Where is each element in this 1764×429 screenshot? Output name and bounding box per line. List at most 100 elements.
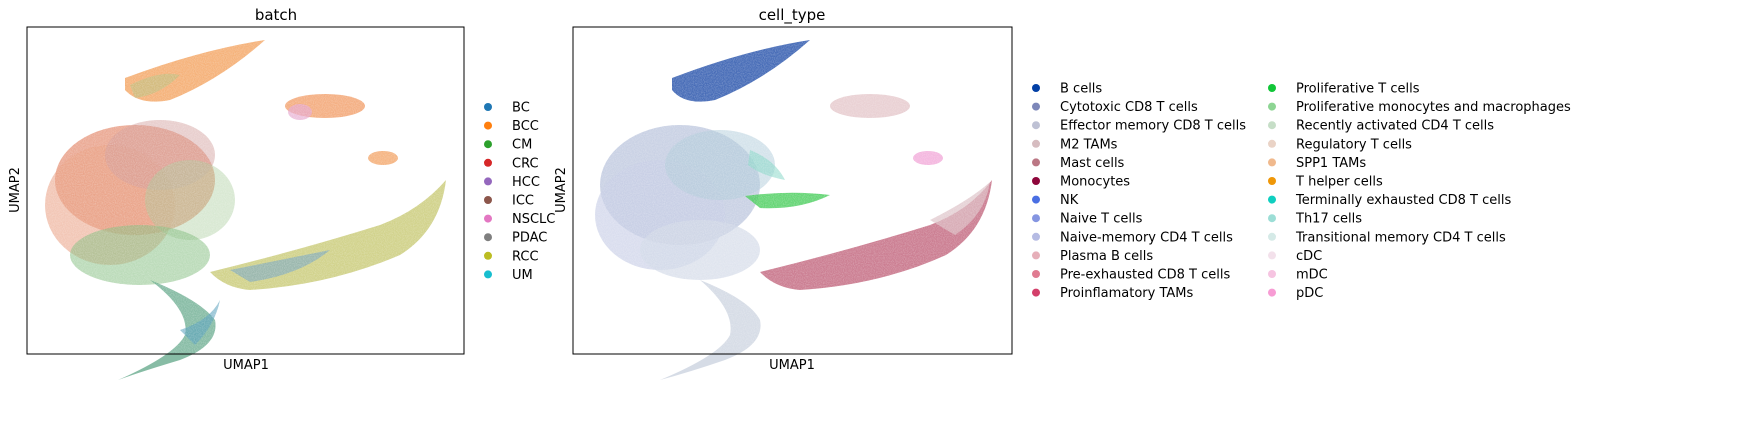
- legend-item: NSCLC: [484, 212, 555, 227]
- legend-item: SPP1 TAMs: [1268, 156, 1366, 171]
- legend-label: Proliferative T cells: [1296, 82, 1420, 97]
- legend-item: Terminally exhausted CD8 T cells: [1268, 193, 1511, 208]
- legend-label: Th17 cells: [1295, 212, 1362, 227]
- legend-item: Cytotoxic CD8 T cells: [1032, 100, 1198, 115]
- legend-marker: [484, 270, 492, 279]
- legend-marker: [1268, 214, 1276, 223]
- legend-label: CRC: [512, 156, 539, 171]
- legend-item: mDC: [1268, 268, 1328, 283]
- legend-marker: [1032, 102, 1040, 111]
- legend-item: pDC: [1268, 286, 1323, 301]
- legend-label: UM: [512, 268, 533, 283]
- legend-item: Pre-exhausted CD8 T cells: [1032, 268, 1230, 283]
- legend-label: Mast cells: [1060, 156, 1125, 171]
- legend-label: Naive-memory CD4 T cells: [1060, 230, 1233, 245]
- legend-marker: [484, 140, 492, 149]
- legend-label: Regulatory T cells: [1296, 137, 1412, 152]
- legend-marker: [484, 251, 492, 260]
- panel-title: cell_type: [759, 6, 826, 25]
- legend-label: BCC: [512, 119, 539, 134]
- legend-label: B cells: [1060, 82, 1102, 97]
- legend-marker: [1268, 270, 1276, 278]
- legend-marker: [1032, 214, 1040, 223]
- legend: B cells Cytotoxic CD8 T cells Effector mem…: [1032, 82, 1571, 301]
- legend-marker: [484, 121, 492, 130]
- plot-frame: [572, 26, 1013, 355]
- legend-item: M2 TAMs: [1032, 137, 1118, 152]
- legend-label: Terminally exhausted CD8 T cells: [1295, 193, 1511, 208]
- legend-item: Plasma B cells: [1032, 249, 1153, 264]
- legend-label: mDC: [1296, 268, 1328, 283]
- scatter-cloud: [595, 40, 992, 380]
- legend: BC BCC CM CRC HCC ICC NSCLC PDAC RCC UM: [484, 101, 555, 283]
- legend-marker: [1032, 139, 1040, 148]
- legend-label: Recently activated CD4 T cells: [1296, 119, 1494, 134]
- legend-item: Mast cells: [1032, 156, 1125, 171]
- legend-item: Effector memory CD8 T cells: [1032, 119, 1246, 134]
- legend-marker: [1268, 84, 1276, 92]
- legend-marker: [1032, 251, 1040, 260]
- legend-item: CM: [484, 138, 532, 153]
- legend-marker: [1268, 232, 1276, 241]
- legend-marker: [1032, 121, 1040, 130]
- legend-label: Naive T cells: [1060, 212, 1143, 227]
- legend-marker: [1268, 251, 1276, 260]
- panel-title: batch: [255, 6, 297, 24]
- legend-label: Effector memory CD8 T cells: [1060, 119, 1246, 134]
- y-axis-label: UMAP2: [8, 167, 23, 213]
- legend-item: BC: [484, 101, 530, 116]
- legend-marker: [1032, 195, 1040, 204]
- legend-label: SPP1 TAMs: [1296, 156, 1366, 171]
- legend-label: HCC: [512, 175, 540, 190]
- legend-label: NSCLC: [512, 212, 555, 227]
- legend-item: CRC: [484, 156, 539, 171]
- legend-item: HCC: [484, 175, 540, 190]
- legend-item: ICC: [484, 194, 534, 209]
- legend-marker: [484, 233, 492, 242]
- x-axis-label: UMAP1: [223, 358, 269, 373]
- legend-marker: [1032, 177, 1040, 185]
- legend-label: pDC: [1296, 286, 1323, 301]
- legend-marker: [484, 177, 492, 186]
- legend-label: PDAC: [512, 231, 547, 246]
- legend-marker: [1268, 139, 1276, 148]
- legend-marker: [1268, 195, 1276, 204]
- plot-frame: [26, 26, 465, 355]
- legend-marker: [484, 196, 492, 204]
- legend-item: Th17 cells: [1268, 212, 1362, 227]
- legend-marker: [484, 158, 492, 167]
- legend-marker: [1268, 288, 1276, 297]
- legend-label: NK: [1060, 193, 1079, 208]
- legend-item: RCC: [484, 249, 539, 264]
- legend-item: Regulatory T cells: [1268, 137, 1412, 152]
- legend-item: T helper cells: [1268, 175, 1383, 190]
- legend-item: cDC: [1268, 249, 1322, 264]
- legend-item: NK: [1032, 193, 1079, 208]
- legend-label: M2 TAMs: [1060, 137, 1118, 152]
- legend-item: Naive-memory CD4 T cells: [1032, 230, 1233, 245]
- legend-marker: [1268, 177, 1276, 185]
- legend-label: Cytotoxic CD8 T cells: [1060, 100, 1198, 115]
- legend-marker: [1268, 102, 1276, 111]
- legend-marker: [484, 214, 492, 223]
- legend-marker: [1268, 121, 1276, 130]
- legend-label: Transitional memory CD4 T cells: [1295, 230, 1506, 245]
- legend-marker: [1268, 158, 1276, 167]
- legend-item: Naive T cells: [1032, 212, 1143, 227]
- legend-item: Proliferative T cells: [1268, 82, 1420, 97]
- x-axis-label: UMAP1: [769, 358, 815, 373]
- legend-label: Pre-exhausted CD8 T cells: [1060, 268, 1230, 283]
- legend-marker: [1032, 84, 1040, 92]
- y-axis-label: UMAP2: [554, 167, 569, 213]
- legend-marker: [1032, 288, 1040, 297]
- legend-item: BCC: [484, 119, 539, 134]
- legend-item: Monocytes: [1032, 175, 1130, 190]
- legend-label: Plasma B cells: [1060, 249, 1153, 264]
- legend-label: RCC: [512, 249, 539, 264]
- legend-label: CM: [512, 138, 532, 153]
- legend-item: B cells: [1032, 82, 1102, 97]
- legend-label: Proliferative monocytes and macrophages: [1296, 100, 1571, 115]
- legend-item: Proliferative monocytes and macrophages: [1268, 100, 1571, 115]
